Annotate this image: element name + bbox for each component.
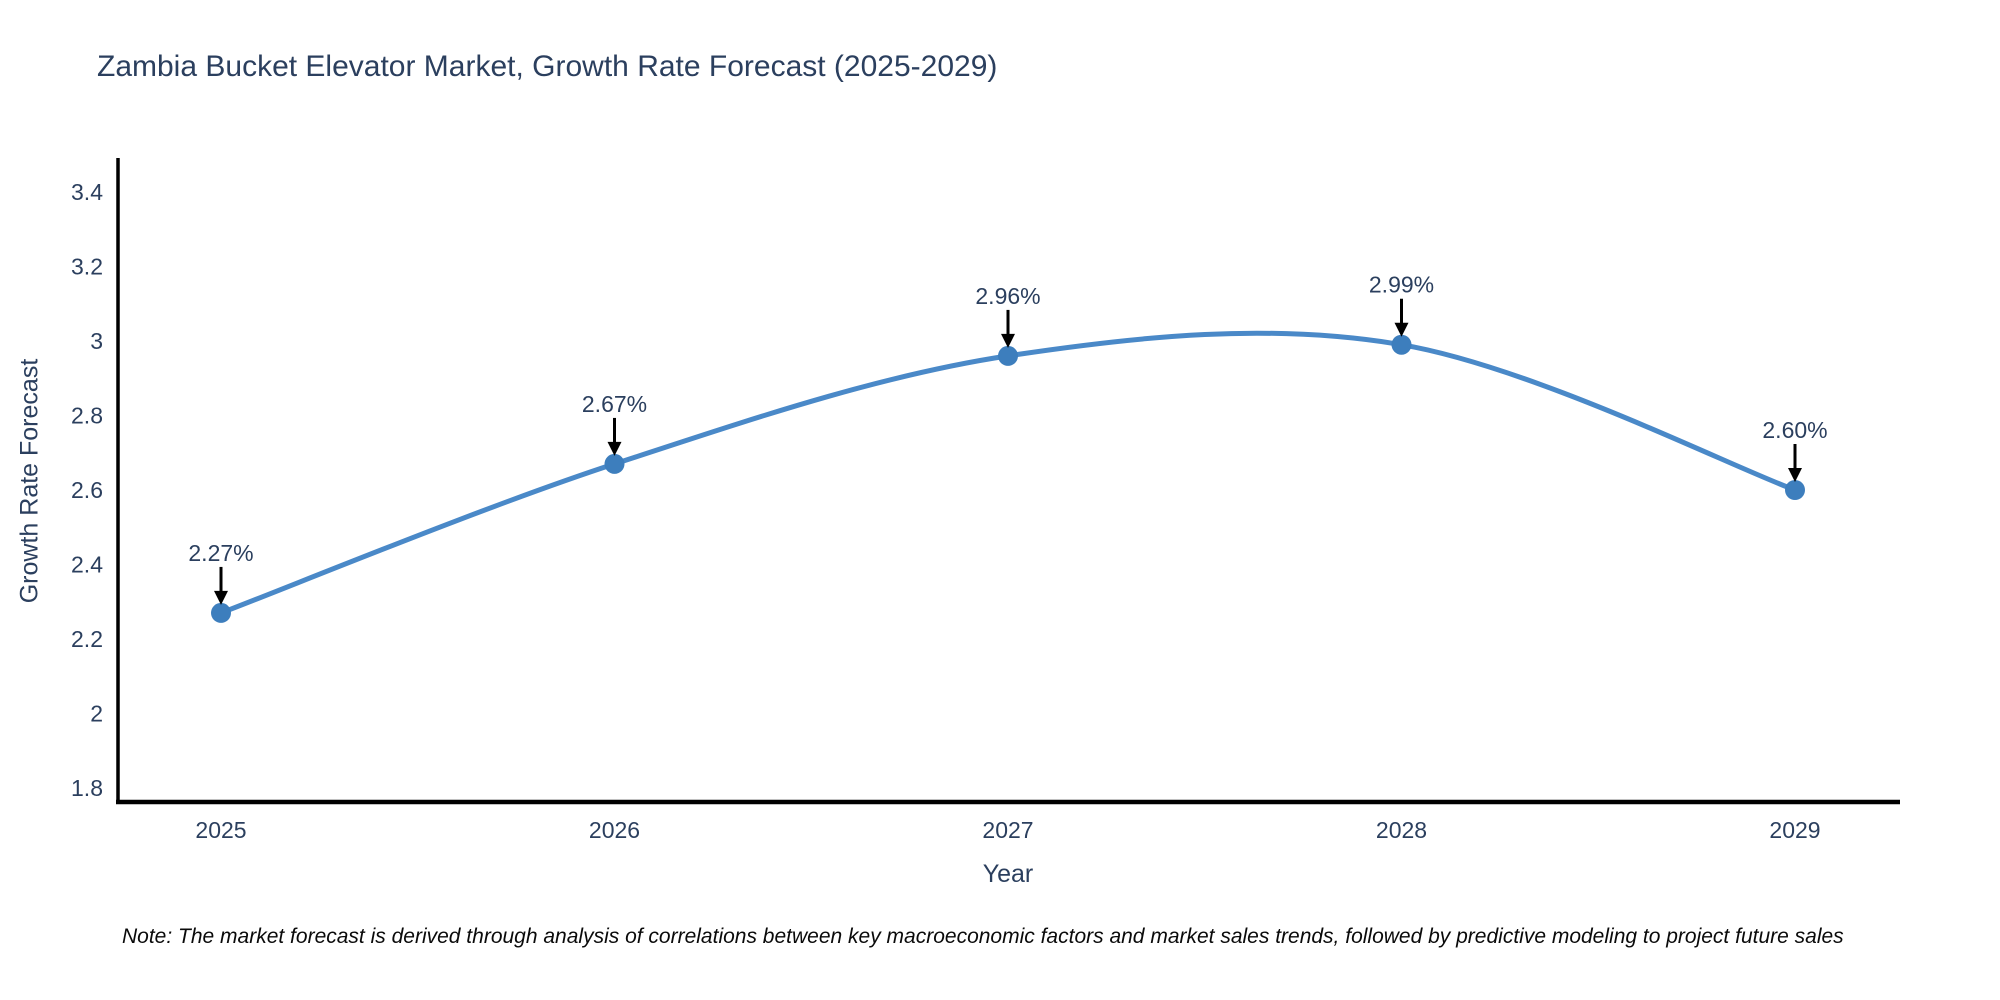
y-tick-label: 3 [90,328,103,354]
y-tick-label: 2 [90,701,103,727]
data-point-marker [998,345,1018,366]
y-tick-label: 2.8 [71,403,103,429]
y-tick-label: 2.6 [71,477,103,503]
x-tick-label: 2029 [1769,817,1820,843]
annotation-arrowhead [607,441,622,456]
y-tick-label: 2.2 [71,626,103,652]
point-value-label: 2.27% [188,540,253,566]
data-point-marker [1391,334,1412,355]
x-axis-title: Year [982,860,1034,888]
x-tick-label: 2028 [1376,817,1427,843]
x-tick-label: 2026 [589,817,640,843]
annotation-arrowhead [214,590,228,605]
footnote: Note: The market forecast is derived thr… [122,925,1844,948]
annotation-arrowhead [1788,468,1802,482]
point-value-label: 2.96% [975,283,1040,309]
data-point-marker [1785,480,1805,500]
point-value-label: 2.60% [1762,417,1827,443]
annotation-arrowhead [1001,333,1015,348]
x-tick-label: 2025 [195,817,246,843]
trace-line [218,330,1798,616]
y-tick-label: 3.2 [71,254,103,280]
y-tick-label: 2.4 [71,552,103,578]
data-point-marker [211,602,231,623]
data-point-marker [604,453,625,474]
y-tick-label: 3.4 [71,179,103,205]
point-value-label: 2.99% [1369,272,1434,298]
y-tick-label: 1.8 [71,775,103,801]
annotation-arrowhead [1394,322,1409,337]
x-tick-label: 2027 [982,817,1033,843]
chart-title: Zambia Bucket Elevator Market, Growth Ra… [97,50,998,83]
point-value-label: 2.67% [582,391,647,417]
